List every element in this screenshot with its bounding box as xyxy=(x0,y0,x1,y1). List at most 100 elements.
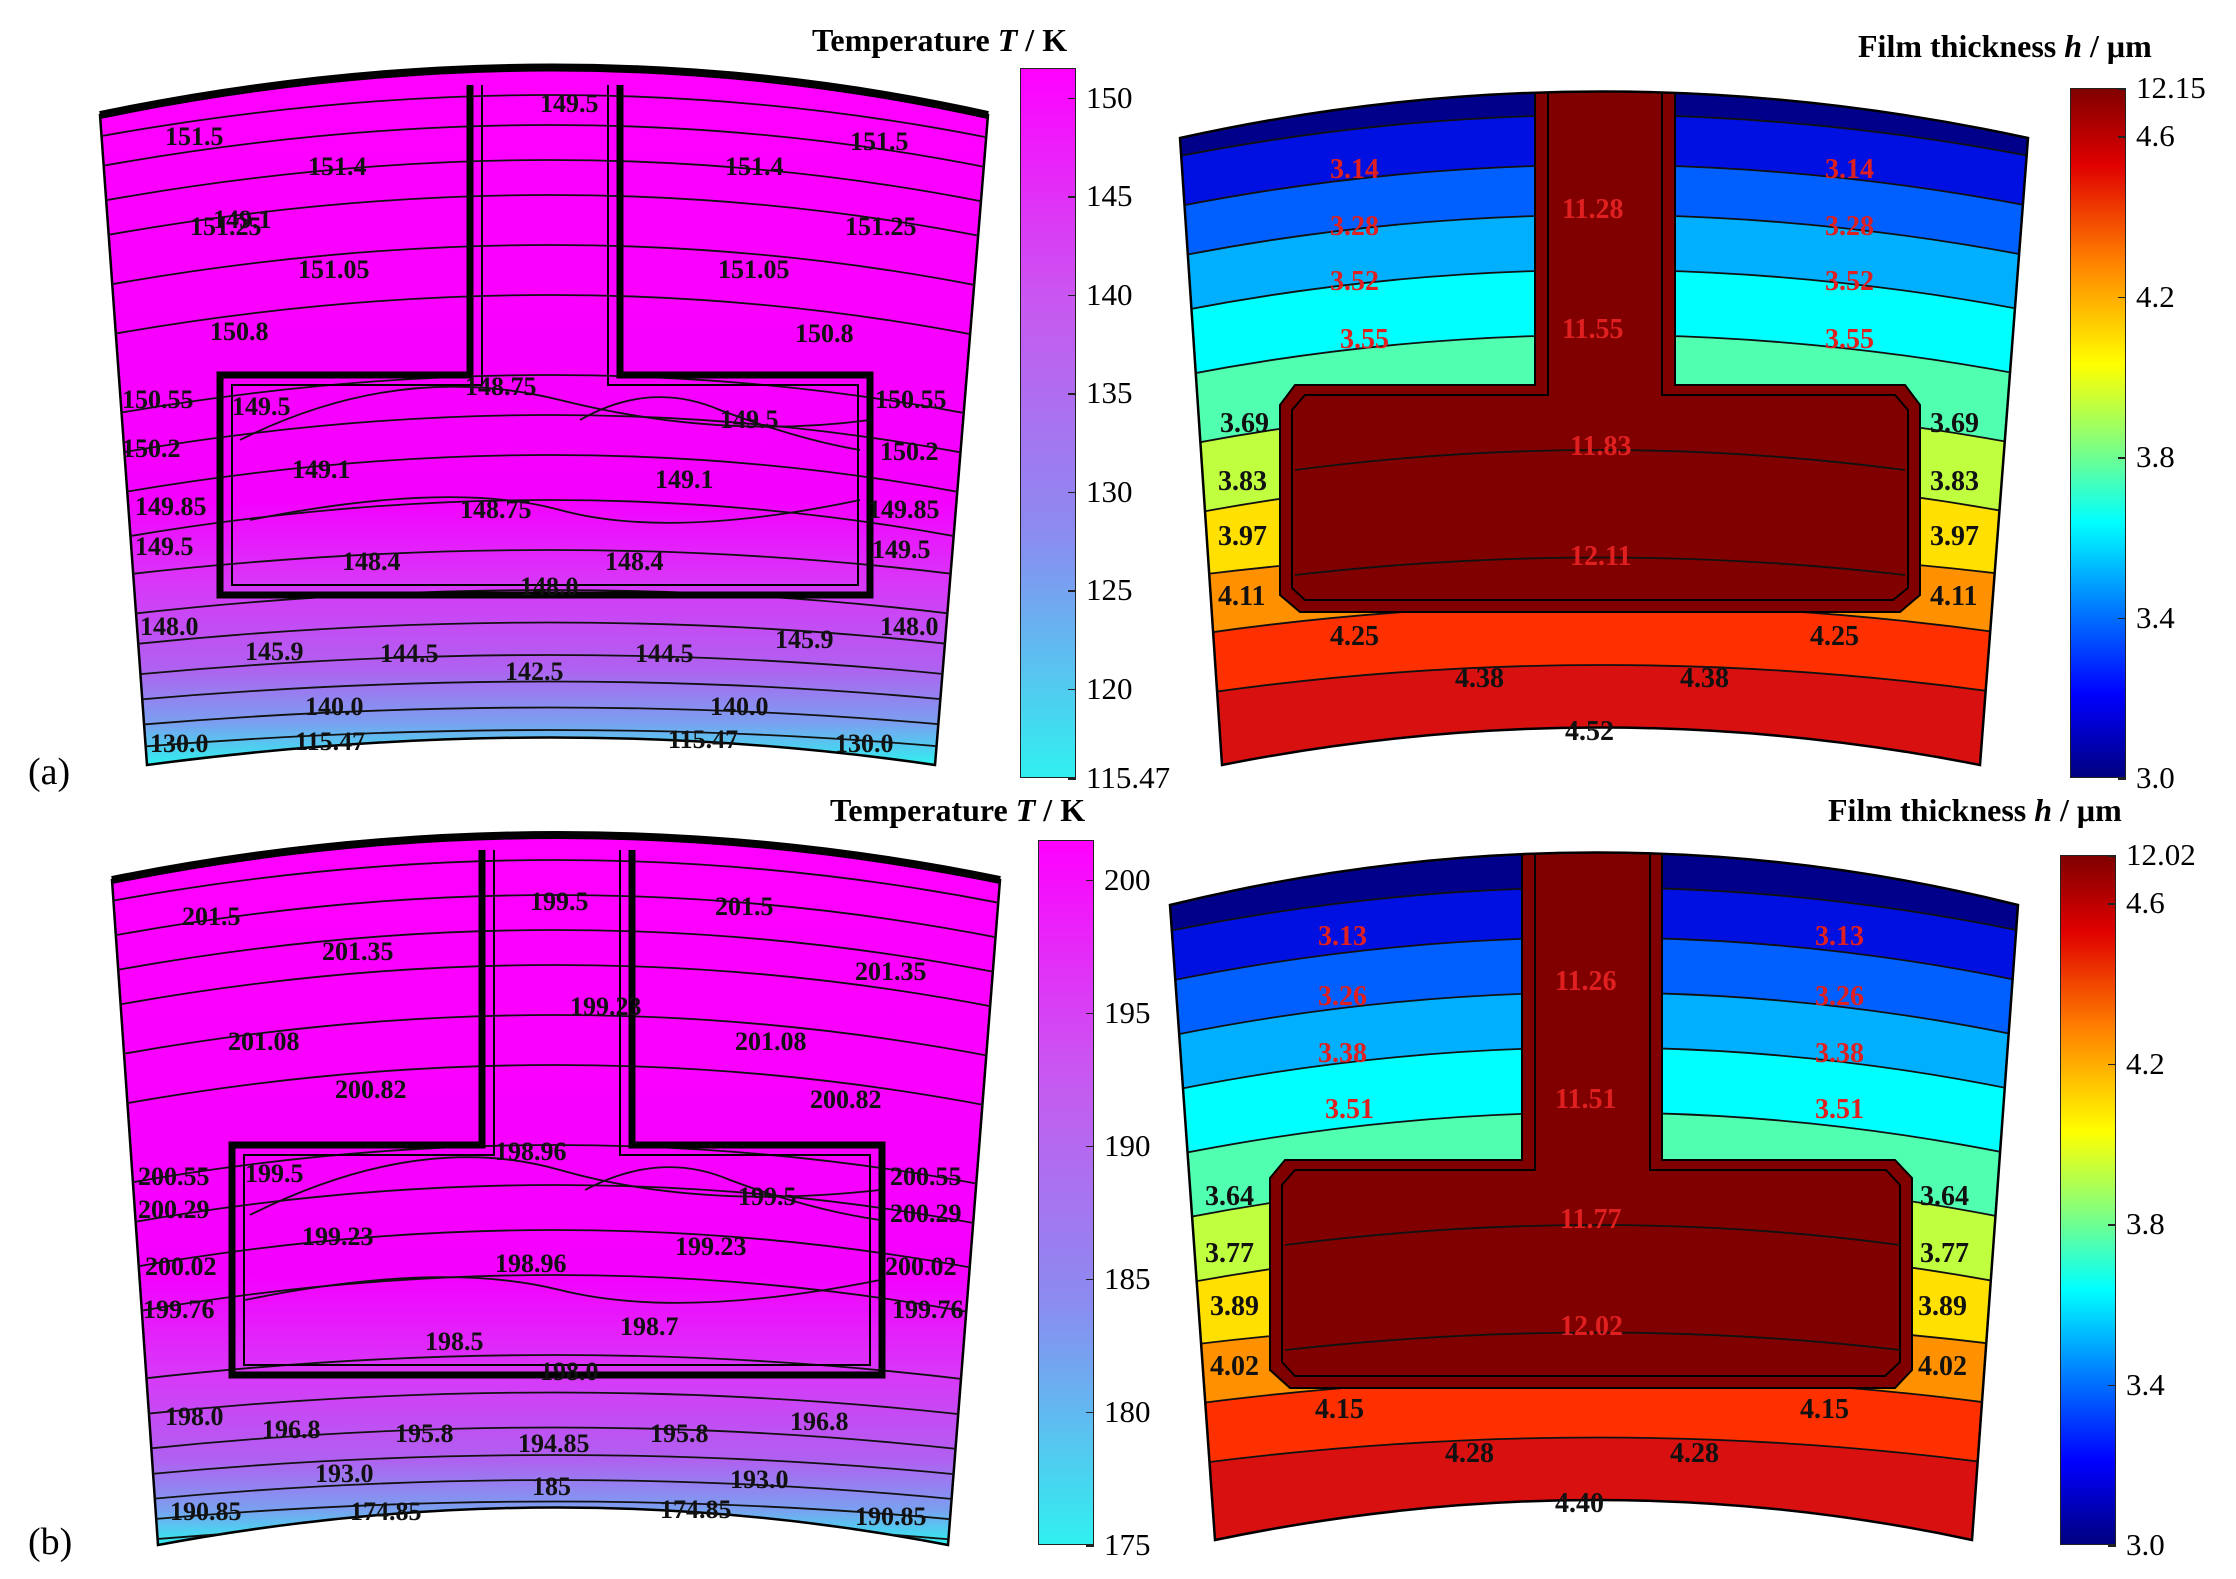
colorbar-tick-mark xyxy=(2118,617,2126,620)
colorbar-title-symbol: T xyxy=(997,22,1018,58)
colorbar-tick-label: 4.2 xyxy=(2136,278,2175,314)
contour-label: 11.28 xyxy=(1562,194,1623,225)
contour-label: 3.13 xyxy=(1318,921,1367,952)
colorbar-tick-mark xyxy=(1068,491,1076,494)
panel-label-b: (b) xyxy=(28,1521,73,1563)
colorbar-tick-label: 130 xyxy=(1086,473,1133,509)
colorbar-title-temperature-a: Temperature T / K xyxy=(812,22,1067,59)
colorbar-temperature-a xyxy=(1020,68,1076,778)
contour-label: 3.69 xyxy=(1930,408,1979,439)
contour-label: 190.85 xyxy=(855,1502,927,1531)
contour-label: 149.1 xyxy=(292,455,351,484)
contour-label: 4.02 xyxy=(1210,1351,1259,1382)
contour-label: 150.55 xyxy=(122,385,194,414)
contour-label: 3.64 xyxy=(1920,1181,1969,1212)
colorbar-tick-label: 4.6 xyxy=(2126,885,2165,921)
contour-label: 4.11 xyxy=(1930,581,1977,612)
colorbar-tick-mark xyxy=(2108,1224,2116,1226)
colorbar-tick-label: 3.4 xyxy=(2126,1366,2165,1402)
colorbar-title-symbol: h xyxy=(2064,28,2083,64)
contour-label: 148.0 xyxy=(140,612,199,641)
contour-label: 200.82 xyxy=(335,1075,407,1104)
colorbar-tick-mark xyxy=(1086,1145,1094,1148)
contour-label: 195.8 xyxy=(395,1419,454,1448)
contour-label: 149.1 xyxy=(213,205,272,234)
contour-label: 3.69 xyxy=(1220,408,1269,439)
temperature-labels-b: 201.5 201.35 201.08 200.82 200.55 200.29… xyxy=(138,887,964,1531)
colorbar-title-unit: / μm xyxy=(2060,792,2122,828)
contour-label: 199.5 xyxy=(245,1159,304,1188)
colorbar-tick-mark xyxy=(1086,879,1094,882)
contour-label: 198.96 xyxy=(495,1137,567,1166)
contour-label: 11.77 xyxy=(1560,1204,1621,1235)
colorbar-tick-mark xyxy=(1086,1545,1094,1547)
contour-label: 149.85 xyxy=(135,492,207,521)
colorbar-film-a xyxy=(2070,88,2126,778)
contour-label: 3.89 xyxy=(1210,1291,1259,1322)
colorbar-tick-label: 185 xyxy=(1104,1260,1151,1296)
colorbar-tick-label: 200 xyxy=(1104,861,1151,897)
contour-label: 12.11 xyxy=(1570,541,1631,572)
contour-label: 3.26 xyxy=(1815,981,1864,1012)
contour-label: 3.28 xyxy=(1825,211,1874,242)
contour-label: 3.51 xyxy=(1325,1094,1374,1125)
contour-label: 3.38 xyxy=(1815,1038,1864,1069)
contour-label: 4.25 xyxy=(1330,621,1379,652)
contour-label: 3.52 xyxy=(1825,266,1874,297)
contour-label: 149.85 xyxy=(868,495,940,524)
contour-label: 149.5 xyxy=(872,535,931,564)
contour-label: 199.76 xyxy=(143,1295,215,1324)
colorbar-tick-mark xyxy=(2118,136,2126,138)
contour-label: 3.89 xyxy=(1918,1291,1967,1322)
contour-label: 148.75 xyxy=(460,495,532,524)
colorbar-tick-mark xyxy=(1068,196,1076,198)
contour-label: 130.0 xyxy=(835,729,894,758)
contour-label: 151.25 xyxy=(190,212,262,241)
contour-label: 193.0 xyxy=(315,1459,374,1488)
colorbar-tick-label: 12.15 xyxy=(2136,70,2206,105)
contour-label: 115.47 xyxy=(668,725,738,754)
contour-label: 11.26 xyxy=(1555,966,1616,997)
colorbar-tick-label: 190 xyxy=(1104,1127,1151,1163)
contour-label: 145.9 xyxy=(775,625,834,654)
contour-label: 196.8 xyxy=(790,1407,849,1436)
contour-label: 198.5 xyxy=(425,1327,484,1356)
colorbar-tick-mark xyxy=(2108,1545,2116,1547)
contour-label: 200.29 xyxy=(138,1195,210,1224)
colorbar-title-symbol: T xyxy=(1015,792,1036,828)
colorbar-title-film-b: Film thickness h / μm xyxy=(1828,792,2122,829)
contour-label: 4.15 xyxy=(1315,1394,1364,1425)
contour-label: 199.76 xyxy=(892,1295,964,1324)
contour-label: 151.05 xyxy=(298,255,370,284)
contour-label: 3.97 xyxy=(1930,521,1979,552)
colorbar-tick-label: 4.2 xyxy=(2126,1045,2165,1081)
contour-label: 3.97 xyxy=(1218,521,1267,552)
temperature-field-b xyxy=(110,831,1002,1547)
contour-label: 150.55 xyxy=(875,385,947,414)
contour-label: 3.28 xyxy=(1330,211,1379,242)
colorbar-tick-label: 150 xyxy=(1086,79,1133,115)
contour-label: 3.14 xyxy=(1330,154,1379,185)
colorbar-tick-label: 135 xyxy=(1086,375,1133,411)
colorbar-tick-label: 180 xyxy=(1104,1393,1151,1429)
film-field-a xyxy=(1178,90,2030,767)
contour-label: 4.52 xyxy=(1565,716,1614,747)
colorbar-tick-mark xyxy=(2108,1063,2116,1066)
contour-label: 193.0 xyxy=(730,1465,789,1494)
contour-label: 199.23 xyxy=(302,1222,374,1251)
contour-label: 200.02 xyxy=(145,1252,217,1281)
contour-label: 3.77 xyxy=(1205,1238,1254,1269)
contour-label: 201.5 xyxy=(715,892,774,921)
contour-label: 148.4 xyxy=(342,547,401,576)
contour-label: 11.55 xyxy=(1562,314,1623,345)
contour-label: 200.82 xyxy=(810,1085,882,1114)
contour-label: 3.64 xyxy=(1205,1181,1254,1212)
contour-label: 3.51 xyxy=(1815,1094,1864,1125)
contour-label: 199.23 xyxy=(675,1232,747,1261)
contour-label: 151.05 xyxy=(718,255,790,284)
contour-label: 144.5 xyxy=(380,639,439,668)
contour-label: 3.52 xyxy=(1330,266,1379,297)
colorbar-tick-mark xyxy=(1086,1278,1094,1281)
contour-label: 3.14 xyxy=(1825,154,1874,185)
